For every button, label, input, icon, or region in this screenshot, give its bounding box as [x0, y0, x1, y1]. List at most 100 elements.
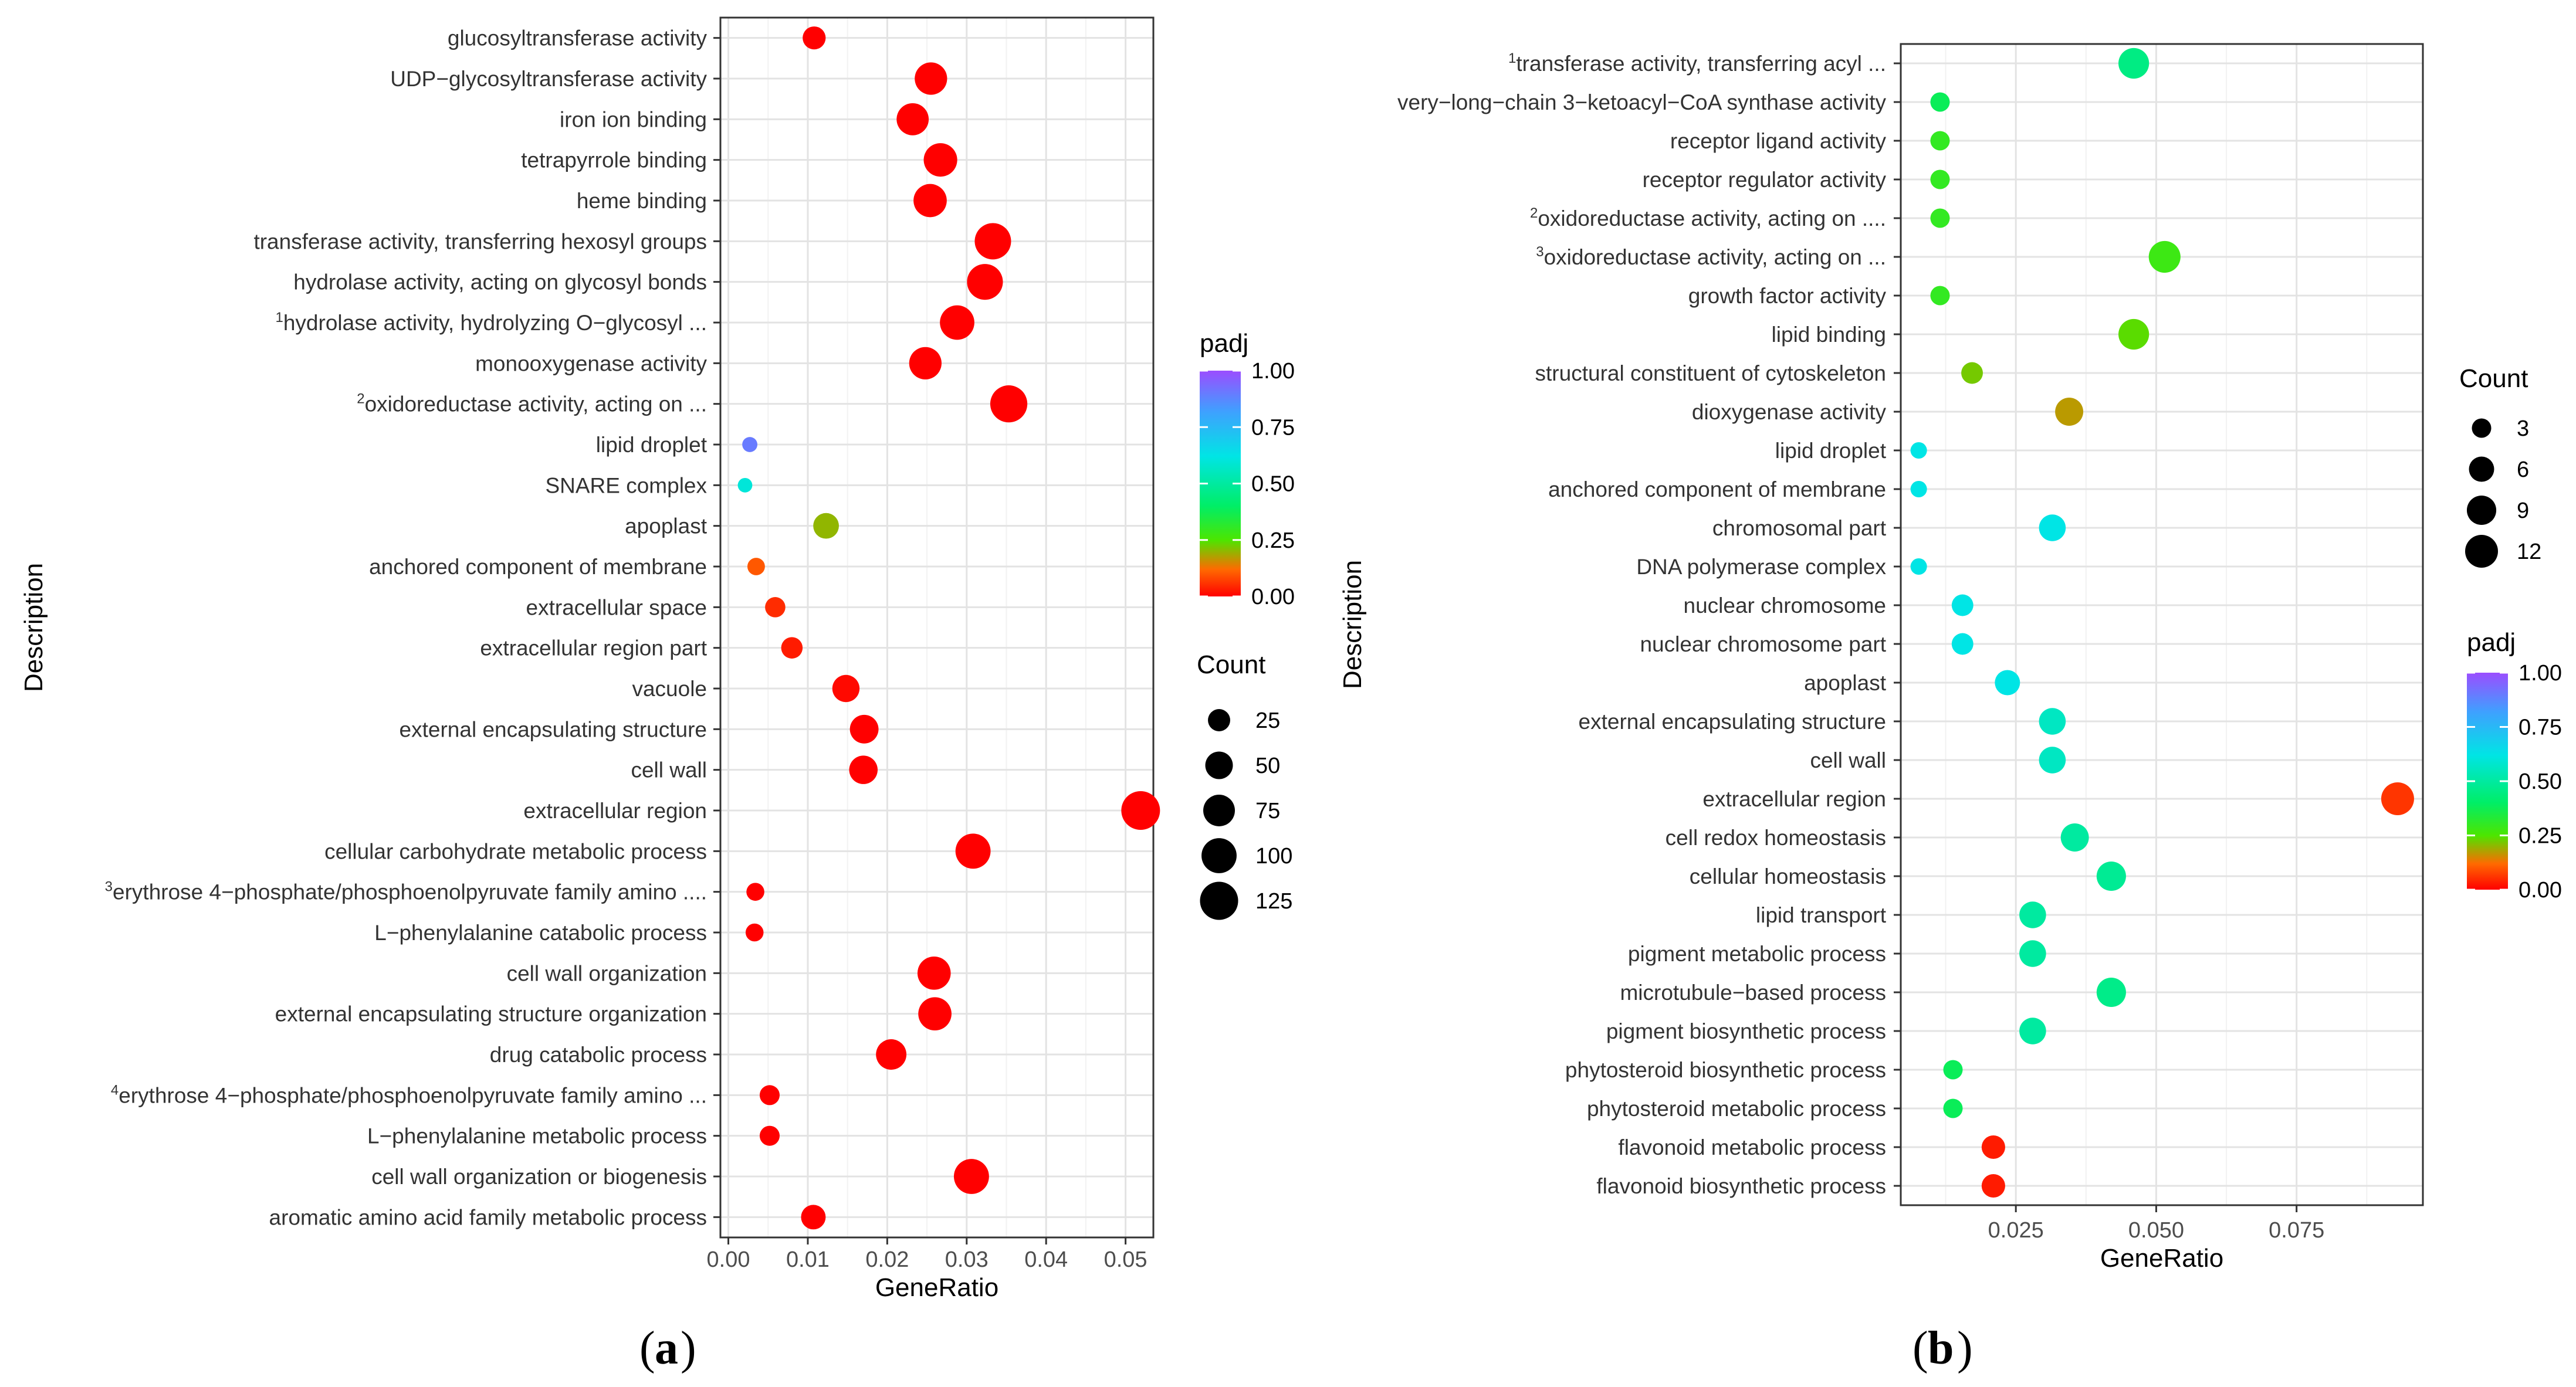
panel-b-category-label: growth factor activity: [1688, 284, 1887, 308]
panel-a-count-legend-dot: [1201, 838, 1237, 873]
panel-b-category-label: external encapsulating structure: [1579, 710, 1886, 734]
panel-b-data-point: [1910, 442, 1927, 459]
panel-b-data-point: [2039, 514, 2066, 541]
panel-b-data-point: [1961, 362, 1983, 384]
panel-b-category-label: pigment biosynthetic process: [1606, 1019, 1886, 1043]
panel-b-category-label: cell redox homeostasis: [1666, 826, 1886, 850]
panel-a-data-point: [747, 558, 765, 575]
panel-b-data-point: [2039, 708, 2066, 735]
panel-a-category-label: vacuole: [632, 677, 707, 701]
panel-b-category-label: chromosomal part: [1712, 516, 1887, 540]
panel-b-category-label: microtubule−based process: [1620, 981, 1886, 1005]
panel-b-category-label: anchored component of membrane: [1548, 477, 1886, 501]
panel-a-x-tick-label: 0.01: [786, 1247, 830, 1272]
panel-b-category-label: lipid transport: [1756, 903, 1887, 927]
panel-b-data-point: [1930, 169, 1950, 189]
panel-a-data-point: [990, 385, 1028, 423]
panel-b-category-label: 3oxidoreductase activity, acting on ...: [1536, 244, 1886, 269]
panel-a-data-point: [1121, 791, 1160, 830]
panel-a-data-point: [813, 513, 839, 539]
panel-a-category-label: iron ion binding: [560, 107, 707, 131]
panel-b-category-label: structural constituent of cytoskeleton: [1535, 361, 1886, 385]
panel-a-data-point: [917, 956, 951, 990]
panel-a-count-legend-dot: [1208, 709, 1230, 731]
panel-b-category-label: cell wall: [1810, 748, 1886, 772]
panel-b-category-label: pigment metabolic process: [1628, 942, 1886, 966]
panel-b-category-label: lipid droplet: [1775, 439, 1887, 463]
panel-a-data-point: [909, 347, 942, 379]
panel-a-category-label: monooxygenase activity: [475, 351, 707, 375]
panel-b-data-point: [2118, 318, 2150, 350]
panel-b-data-point: [1981, 1135, 2005, 1159]
panel-a-category-label: drug catabolic process: [490, 1043, 707, 1067]
panel-a-x-axis-title: GeneRatio: [875, 1273, 998, 1302]
panel-a-count-legend-label: 25: [1255, 708, 1280, 733]
panel-b-data-point: [1943, 1060, 1963, 1080]
panel-a-data-point: [940, 305, 974, 340]
panel-a-data-point: [849, 714, 879, 744]
panel-b-count-legend-dot: [2466, 495, 2497, 525]
panel-a-x-tick-label: 0.04: [1024, 1247, 1068, 1272]
panel-a-data-point: [849, 755, 878, 784]
panel-a-padj-tick-label: 1.00: [1251, 359, 1295, 384]
panel-b-data-point: [2381, 782, 2414, 815]
panel-b-padj-tick-label: 0.25: [2519, 824, 2562, 849]
panel-a-data-point: [913, 184, 947, 218]
panel-a-data-point: [876, 1039, 907, 1070]
panel-b-data-point: [2019, 940, 2046, 967]
panel-b-plot-border: [1900, 43, 2424, 1206]
panel-b-y-axis-title: Description: [1338, 560, 1367, 689]
panel-b-data-point: [1981, 1174, 2005, 1198]
panel-a-data-point: [915, 62, 947, 95]
panel-a-data-point: [801, 1205, 826, 1230]
panel-b-count-legend-dot: [2472, 418, 2492, 438]
panel-a-data-point: [953, 1159, 989, 1194]
panel-a-count-legend-label: 100: [1255, 844, 1292, 869]
panel-b-count-legend-label: 6: [2517, 457, 2529, 482]
panel-a-category-label: external encapsulating structure organiz…: [275, 1002, 707, 1026]
panel-a-caption-open: (: [639, 1322, 655, 1374]
panel-b-category-label: phytosteroid metabolic process: [1587, 1097, 1886, 1121]
panel-b-category-label: receptor ligand activity: [1670, 129, 1887, 153]
panel-a-data-point: [923, 143, 957, 177]
panel-a-category-label: 1hydrolase activity, hydrolyzing O−glyco…: [276, 310, 708, 335]
panel-b-category-label: very−long−chain 3−ketoacyl−CoA synthase …: [1397, 90, 1886, 114]
panel-a-category-label: SNARE complex: [545, 473, 707, 497]
panel-b-data-point: [2055, 398, 2084, 426]
panel-a-y-axis-title: Description: [19, 563, 48, 692]
panel-b-data-point: [1930, 208, 1950, 228]
panel-b-x-axis-title: GeneRatio: [2100, 1244, 2223, 1273]
panel-a-data-point: [918, 997, 952, 1031]
panel-a-caption: a: [655, 1322, 678, 1374]
panel-a-data-point: [803, 26, 826, 50]
panel-b-plot-area: [1901, 44, 2423, 1205]
panel-b-data-point: [1995, 670, 2020, 696]
panel-b-count-legend-label: 9: [2517, 498, 2529, 523]
panel-a-count-legend-label: 75: [1255, 799, 1280, 823]
panel-b-category-label: extracellular region: [1702, 787, 1886, 811]
panel-a-category-label: cell wall: [631, 758, 707, 782]
panel-a-data-point: [781, 637, 803, 659]
panel-a-category-label: anchored component of membrane: [369, 555, 707, 579]
panel-b-padj-legend-title: padj: [2467, 628, 2516, 657]
panel-b-category-label: apoplast: [1804, 671, 1887, 695]
panel-b-category-label: nuclear chromosome part: [1640, 632, 1886, 656]
panel-a-plot-border: [719, 16, 1155, 1239]
panel-a-category-label: hydrolase activity, acting on glycosyl b…: [293, 270, 707, 294]
panel-b-data-point: [2060, 823, 2089, 852]
panel-b-category-label: nuclear chromosome: [1684, 594, 1886, 618]
panel-a-count-legend-title: Count: [1197, 650, 1265, 679]
panel-b-caption-open: (: [1912, 1322, 1928, 1374]
panel-a-category-label: cell wall organization: [507, 961, 707, 985]
panel-b-data-point: [1930, 286, 1950, 306]
panel-b-chart: 1transferase activity, transferring acyl…: [1338, 43, 2562, 1273]
panel-a-data-point: [832, 674, 860, 703]
panel-b-data-point: [2096, 977, 2126, 1008]
panel-a-padj-legend-title: padj: [1200, 329, 1248, 358]
panel-b-padj-tick-label: 0.75: [2519, 715, 2562, 740]
panel-a-count-legend-label: 50: [1255, 754, 1280, 778]
panel-a-category-label: external encapsulating structure: [400, 717, 707, 741]
panel-a-data-point: [745, 923, 764, 942]
panel-b-data-point: [2019, 1018, 2046, 1045]
panel-a-data-point: [746, 883, 764, 901]
